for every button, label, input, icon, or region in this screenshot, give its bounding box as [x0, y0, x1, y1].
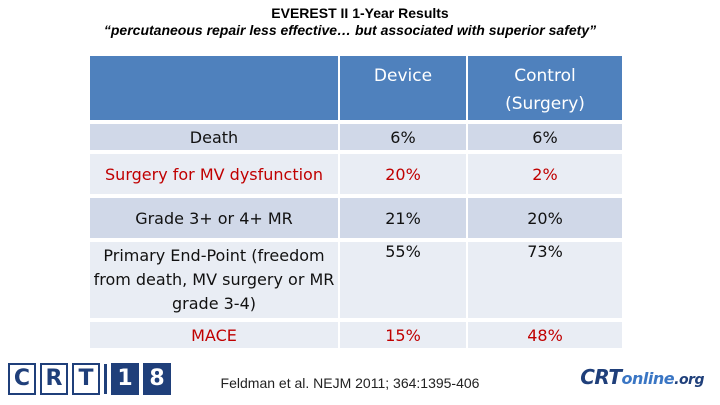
- crt18-logo-letter: T: [72, 363, 100, 395]
- header-control: Control (Surgery): [468, 56, 622, 120]
- results-table: Device Control (Surgery) Death 6% 6% Sur…: [90, 52, 622, 352]
- slide-subtitle: “percutaneous repair less effective… but…: [103, 22, 597, 38]
- row-device-value: 6%: [340, 124, 468, 150]
- row-control-value: 48%: [468, 322, 622, 348]
- crtonline-logo-text: CRTonline.org: [580, 365, 704, 389]
- row-device-value: 15%: [340, 322, 468, 348]
- table-row: MACE 15% 48%: [90, 322, 622, 348]
- crtonline-logo-part: online: [621, 369, 675, 388]
- row-control-value: 73%: [468, 242, 622, 318]
- row-control-value: 6%: [468, 124, 622, 150]
- table-row: Death 6% 6%: [90, 124, 622, 150]
- citation: Feldman et al. NEJM 2011; 364:1395-406: [220, 375, 480, 391]
- crt18-logo-letter: 8: [143, 363, 171, 395]
- table-header-row: Device Control (Surgery): [90, 56, 622, 120]
- row-label: MACE: [90, 322, 340, 348]
- crt18-logo-divider: [104, 364, 107, 394]
- table-row: Grade 3+ or 4+ MR 21% 20%: [90, 198, 622, 238]
- crtonline-logo-part: .org: [674, 372, 704, 388]
- row-label: Grade 3+ or 4+ MR: [90, 198, 340, 238]
- header-control-label: Control (Surgery): [505, 66, 585, 114]
- crtonline-logo: CRTonline.org: [580, 365, 704, 389]
- table-row: Surgery for MV dysfunction 20% 2%: [90, 154, 622, 194]
- crt18-logo-letter: 1: [111, 363, 139, 395]
- row-label: Surgery for MV dysfunction: [90, 154, 340, 194]
- row-device-value: 21%: [340, 198, 468, 238]
- slide-title: EVEREST II 1-Year Results: [271, 5, 449, 21]
- row-label: Primary End-Point (freedom from death, M…: [90, 242, 340, 318]
- table-row: Primary End-Point (freedom from death, M…: [90, 242, 622, 318]
- row-label: Death: [90, 124, 340, 150]
- row-control-value: 2%: [468, 154, 622, 194]
- crtonline-logo-part: CRT: [580, 365, 622, 389]
- header-device: Device: [340, 56, 468, 120]
- row-device-value: 20%: [340, 154, 468, 194]
- header-blank-cell: [90, 56, 340, 120]
- crt18-logo-letter: R: [40, 363, 68, 395]
- row-device-value: 55%: [340, 242, 468, 318]
- row-control-value: 20%: [468, 198, 622, 238]
- crt18-logo-letter: C: [8, 363, 36, 395]
